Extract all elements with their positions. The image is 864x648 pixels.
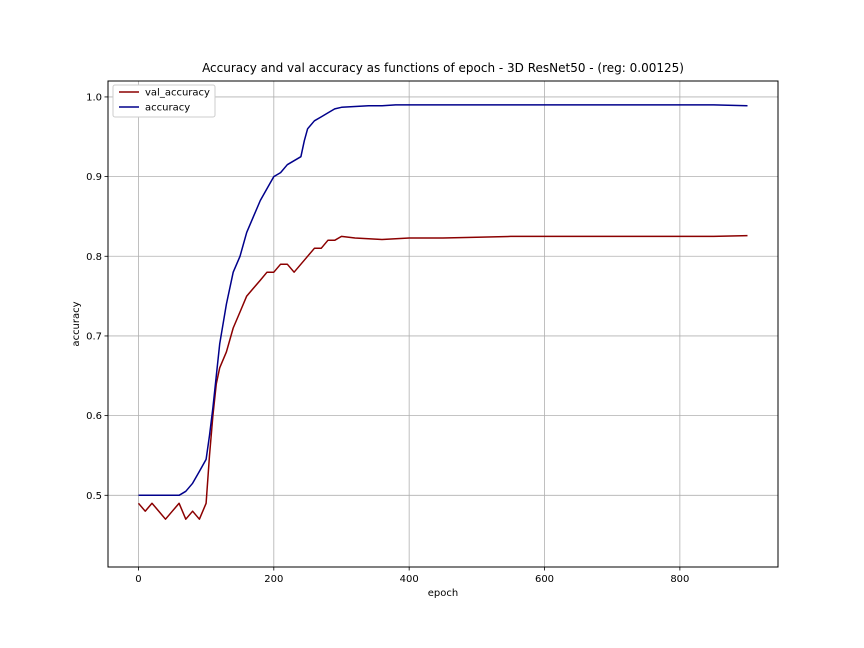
y-tick-label: 0.6 (86, 411, 102, 422)
y-axis-label: accuracy (71, 301, 82, 346)
legend-label-accuracy: accuracy (145, 103, 190, 114)
chart-title: Accuracy and val accuracy as functions o… (202, 61, 684, 75)
plot-series (137, 104, 748, 520)
legend-box (112, 84, 216, 118)
x-tick-label: 600 (535, 574, 554, 585)
x-tick-label: 200 (264, 574, 283, 585)
x-axis-label: epoch (428, 588, 458, 599)
series-line-accuracy (138, 104, 748, 497)
x-tick-label: 800 (670, 574, 689, 585)
y-tick-label: 0.8 (86, 252, 102, 263)
grid-lines (108, 81, 778, 567)
legend: val_accuracy accuracy (112, 84, 216, 118)
y-tick-label: 0.7 (86, 331, 102, 342)
axes-frame (107, 80, 779, 568)
y-tick-label: 1.0 (86, 92, 102, 103)
legend-label-val-accuracy: val_accuracy (145, 88, 210, 99)
series-line-val-accuracy (137, 234, 748, 520)
y-axis-ticks: 0.5 0.6 0.7 0.8 0.9 1.0 (86, 92, 108, 502)
x-tick-label: 400 (400, 574, 419, 585)
y-tick-label: 0.5 (86, 491, 102, 502)
x-tick-label: 0 (135, 574, 141, 585)
x-axis-ticks: 0 200 400 600 800 (135, 567, 689, 585)
y-tick-label: 0.9 (86, 172, 102, 183)
